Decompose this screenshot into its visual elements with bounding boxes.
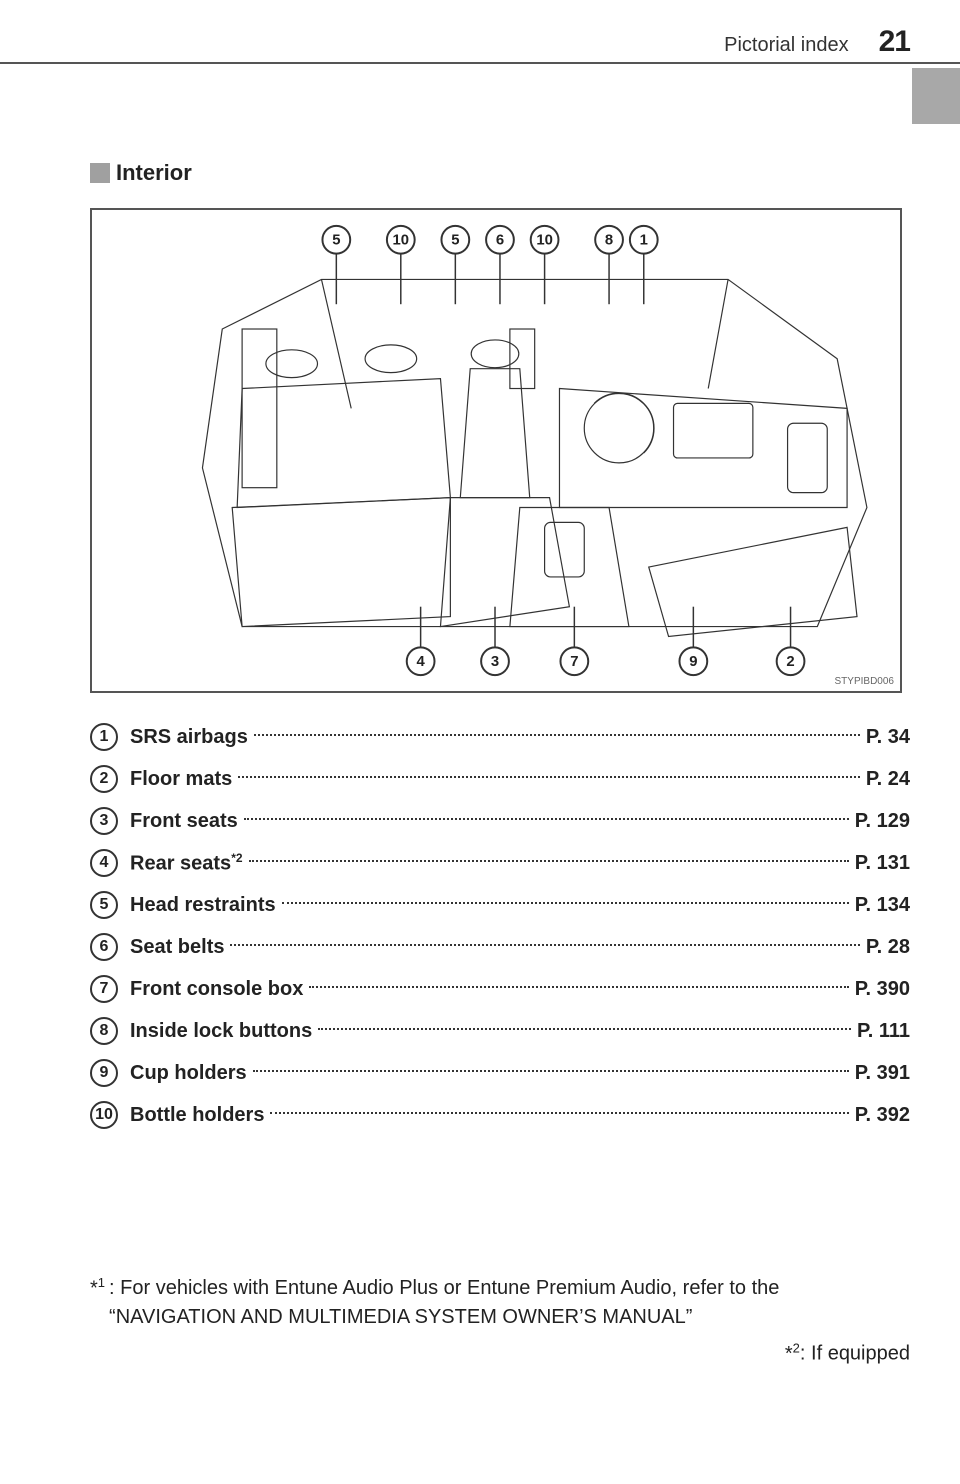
figure-code: STYPIBD006 bbox=[835, 676, 894, 687]
leader-dots bbox=[238, 776, 860, 778]
page-ref: P. 131 bbox=[855, 852, 910, 875]
section-heading: Interior bbox=[90, 160, 910, 186]
index-row: 8 Inside lock buttons P. 111 bbox=[90, 1017, 910, 1045]
svg-text:2: 2 bbox=[786, 654, 794, 670]
footnote-2-marker: *2 bbox=[785, 1343, 800, 1365]
item-number-icon: 5 bbox=[90, 891, 118, 919]
svg-text:8: 8 bbox=[605, 233, 613, 249]
item-number-icon: 3 bbox=[90, 807, 118, 835]
item-number-icon: 8 bbox=[90, 1017, 118, 1045]
item-label: Rear seats*2 bbox=[130, 851, 243, 876]
svg-text:1: 1 bbox=[640, 233, 648, 249]
item-number-icon: 10 bbox=[90, 1101, 118, 1129]
item-label: Head restraints bbox=[130, 894, 276, 917]
footnote-1: *1 : For vehicles with Entune Audio Plus… bbox=[90, 1274, 910, 1332]
item-label: Bottle holders bbox=[130, 1104, 264, 1127]
footnote-1-text: : For vehicles with Entune Audio Plus or… bbox=[105, 1274, 910, 1332]
footnote-2: *2: If equipped bbox=[90, 1340, 910, 1366]
header-rule bbox=[0, 62, 960, 64]
page-ref: P. 28 bbox=[866, 936, 910, 959]
item-label: SRS airbags bbox=[130, 726, 248, 749]
leader-dots bbox=[249, 860, 849, 862]
item-label: Front console box bbox=[130, 978, 303, 1001]
page-ref: P. 134 bbox=[855, 894, 910, 917]
svg-text:4: 4 bbox=[416, 654, 425, 670]
heading-marker-icon bbox=[90, 163, 110, 183]
item-label: Seat belts bbox=[130, 936, 224, 959]
leader-dots bbox=[254, 734, 860, 736]
svg-text:5: 5 bbox=[451, 233, 459, 249]
index-row: 4 Rear seats*2 P. 131 bbox=[90, 849, 910, 877]
index-row: 10 Bottle holders P. 392 bbox=[90, 1101, 910, 1129]
page-ref: P. 392 bbox=[855, 1104, 910, 1127]
svg-text:9: 9 bbox=[689, 654, 697, 670]
index-row: 3 Front seats P. 129 bbox=[90, 807, 910, 835]
index-row: 9 Cup holders P. 391 bbox=[90, 1059, 910, 1087]
page-ref: P. 111 bbox=[857, 1020, 910, 1043]
svg-text:6: 6 bbox=[496, 233, 504, 249]
item-label: Inside lock buttons bbox=[130, 1020, 312, 1043]
page-ref: P. 390 bbox=[855, 978, 910, 1001]
item-number-icon: 9 bbox=[90, 1059, 118, 1087]
page-ref: P. 391 bbox=[855, 1062, 910, 1085]
leader-dots bbox=[318, 1028, 851, 1030]
svg-text:3: 3 bbox=[491, 654, 499, 670]
item-label: Cup holders bbox=[130, 1062, 247, 1085]
footnote-2-text: : If equipped bbox=[800, 1343, 910, 1365]
index-list: 1 SRS airbags P. 34 2 Floor mats P. 24 3 Front … bbox=[90, 723, 910, 1129]
item-number-icon: 1 bbox=[90, 723, 118, 751]
leader-dots bbox=[244, 818, 849, 820]
item-number-icon: 7 bbox=[90, 975, 118, 1003]
page-header: Pictorial index 21 bbox=[724, 25, 910, 59]
svg-text:7: 7 bbox=[570, 654, 578, 670]
heading-text: Interior bbox=[116, 160, 192, 186]
item-number-icon: 2 bbox=[90, 765, 118, 793]
section-title: Pictorial index bbox=[724, 34, 849, 57]
interior-diagram: 5 10 5 6 10 8 1 4 3 7 9 2 bbox=[90, 208, 902, 693]
index-row: 2 Floor mats P. 24 bbox=[90, 765, 910, 793]
item-number-icon: 6 bbox=[90, 933, 118, 961]
footnote-1-marker: *1 bbox=[90, 1274, 105, 1332]
page-ref: P. 24 bbox=[866, 768, 910, 791]
index-row: 7 Front console box P. 390 bbox=[90, 975, 910, 1003]
leader-dots bbox=[309, 986, 848, 988]
leader-dots bbox=[282, 902, 849, 904]
main-content: Interior 5 10 5 6 10 8 1 4 3 7 9 2 bbox=[90, 160, 910, 1366]
index-row: 5 Head restraints P. 134 bbox=[90, 891, 910, 919]
footnotes: *1 : For vehicles with Entune Audio Plus… bbox=[90, 1274, 910, 1366]
item-number-icon: 4 bbox=[90, 849, 118, 877]
leader-dots bbox=[270, 1112, 848, 1114]
leader-dots bbox=[253, 1070, 849, 1072]
item-label: Front seats bbox=[130, 810, 238, 833]
diagram-svg: 5 10 5 6 10 8 1 4 3 7 9 2 bbox=[92, 210, 900, 691]
svg-text:5: 5 bbox=[332, 233, 340, 249]
page-number: 21 bbox=[879, 25, 910, 59]
page-ref: P. 34 bbox=[866, 726, 910, 749]
index-row: 6 Seat belts P. 28 bbox=[90, 933, 910, 961]
leader-dots bbox=[230, 944, 859, 946]
svg-text:10: 10 bbox=[393, 233, 410, 249]
svg-text:10: 10 bbox=[536, 233, 553, 249]
index-row: 1 SRS airbags P. 34 bbox=[90, 723, 910, 751]
edge-tab bbox=[912, 68, 960, 124]
item-label: Floor mats bbox=[130, 768, 232, 791]
page-ref: P. 129 bbox=[855, 810, 910, 833]
